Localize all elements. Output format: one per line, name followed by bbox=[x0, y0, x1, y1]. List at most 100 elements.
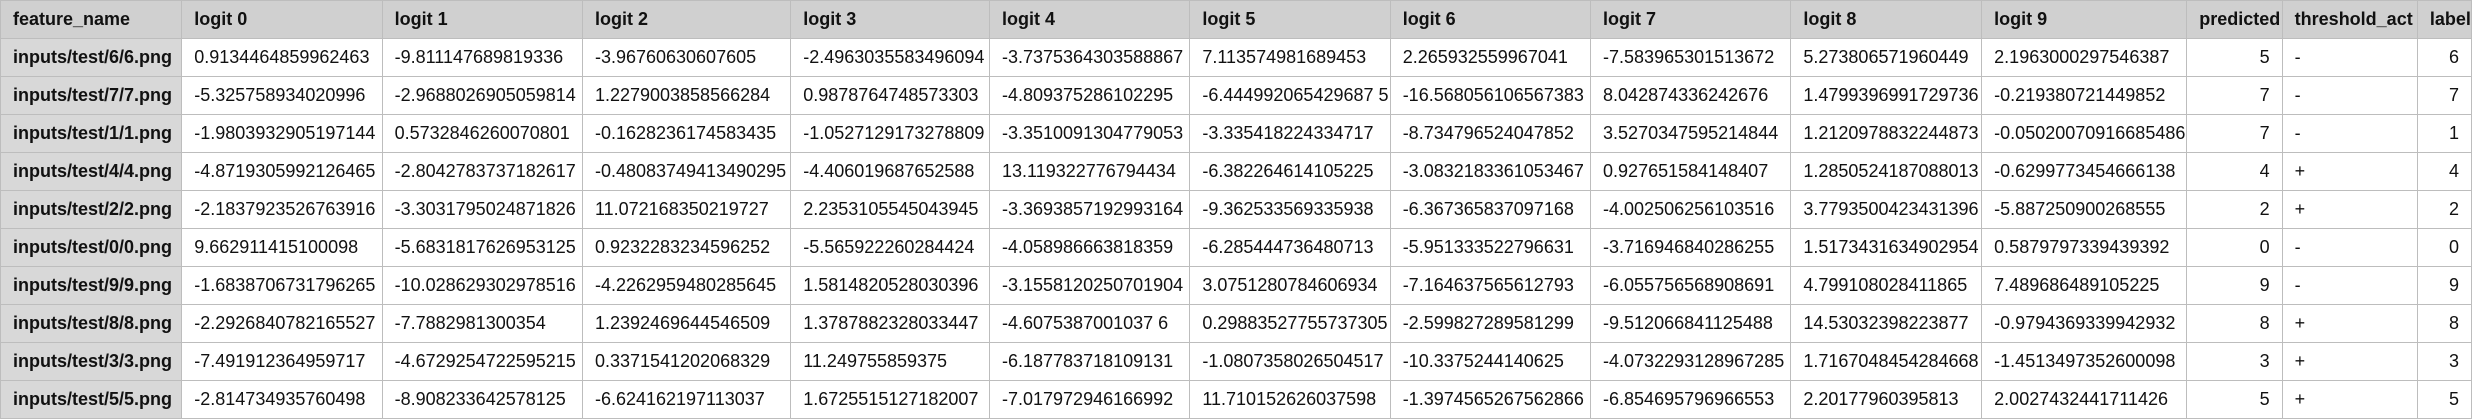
table-cell-logit-6[interactable]: -2.599827289581299 bbox=[1389, 304, 1592, 343]
table-row[interactable]: inputs/test/3/3.png -7.491912364959717 -4.… bbox=[0, 342, 2472, 381]
table-cell-logit-0[interactable]: -4.8719305992126465 bbox=[181, 152, 383, 191]
table-cell-logit-0[interactable]: 0.9134464859962463 bbox=[181, 38, 383, 77]
table-cell-threshold-act[interactable]: + bbox=[2281, 190, 2418, 229]
table-cell-logit-2[interactable]: 0.3371541202068329 bbox=[581, 342, 792, 381]
table-cell-logit-9[interactable]: -0.6299773454666138 bbox=[1981, 152, 2188, 191]
table-cell-logit-6[interactable]: 2.265932559967041 bbox=[1389, 38, 1592, 77]
table-cell-logit-0[interactable]: -1.9803932905197144 bbox=[181, 114, 383, 153]
column-header-threshold-act[interactable]: threshold_act bbox=[2281, 0, 2418, 39]
row-header-feature-name[interactable]: inputs/test/0/0.png bbox=[0, 228, 183, 267]
table-cell-threshold-act[interactable]: + bbox=[2281, 380, 2418, 419]
table-cell-logit-8[interactable]: 14.53032398223877 bbox=[1790, 304, 1983, 343]
table-cell-logit-4[interactable]: -6.187783718109131 bbox=[988, 342, 1191, 381]
table-cell-logit-6[interactable]: -1.3974565267562866 bbox=[1389, 380, 1592, 419]
table-cell-logit-3[interactable]: 2.2353105545043945 bbox=[790, 190, 990, 229]
table-cell-logit-0[interactable]: 9.662911415100098 bbox=[181, 228, 383, 267]
table-cell-logit-1[interactable]: -8.908233642578125 bbox=[381, 380, 583, 419]
table-cell-logit-4[interactable]: -4.809375286102295 bbox=[988, 76, 1191, 115]
row-header-feature-name[interactable]: inputs/test/9/9.png bbox=[0, 266, 183, 305]
table-cell-logit-6[interactable]: -8.734796524047852 bbox=[1389, 114, 1592, 153]
column-header-logit-1[interactable]: logit 1 bbox=[381, 0, 583, 39]
table-cell-logit-4[interactable]: -7.017972946166992 bbox=[988, 380, 1191, 419]
table-cell-logit-0[interactable]: -1.6838706731796265 bbox=[181, 266, 383, 305]
column-header-feature-name[interactable]: feature_name bbox=[0, 0, 183, 39]
table-cell-logit-4[interactable]: 13.119322776794434 bbox=[988, 152, 1191, 191]
column-header-logit-4[interactable]: logit 4 bbox=[988, 0, 1191, 39]
table-cell-logit-6[interactable]: -7.164637565612793 bbox=[1389, 266, 1592, 305]
column-header-logit-5[interactable]: logit 5 bbox=[1189, 0, 1391, 39]
table-cell-label[interactable]: 3 bbox=[2416, 342, 2472, 381]
table-cell-logit-9[interactable]: 0.5879797339439392 bbox=[1981, 228, 2188, 267]
table-cell-threshold-act[interactable]: + bbox=[2281, 304, 2418, 343]
table-cell-predicted[interactable]: 3 bbox=[2186, 342, 2283, 381]
table-cell-label[interactable]: 1 bbox=[2416, 114, 2472, 153]
table-row[interactable]: inputs/test/1/1.png -1.9803932905197144 0.… bbox=[0, 114, 2472, 153]
table-cell-logit-1[interactable]: -7.7882981300354 bbox=[381, 304, 583, 343]
table-cell-threshold-act[interactable]: + bbox=[2281, 152, 2418, 191]
table-row[interactable]: inputs/test/7/7.png -5.325758934020996 -2.… bbox=[0, 76, 2472, 115]
table-cell-logit-9[interactable]: 7.489686489105225 bbox=[1981, 266, 2188, 305]
table-cell-logit-2[interactable]: -4.2262959480285645 bbox=[581, 266, 792, 305]
table-cell-logit-7[interactable]: -4.002506256103516 bbox=[1590, 190, 1792, 229]
table-cell-logit-8[interactable]: 1.4799396991729736 bbox=[1790, 76, 1983, 115]
column-header-logit-9[interactable]: logit 9 bbox=[1981, 0, 2188, 39]
table-cell-logit-1[interactable]: -9.811147689819336 bbox=[381, 38, 583, 77]
table-cell-label[interactable]: 6 bbox=[2416, 38, 2472, 77]
table-cell-logit-5[interactable]: -6.382264614105225 bbox=[1189, 152, 1391, 191]
table-cell-logit-7[interactable]: -3.716946840286255 bbox=[1590, 228, 1792, 267]
table-cell-logit-2[interactable]: 0.9232283234596252 bbox=[581, 228, 792, 267]
table-cell-logit-7[interactable]: -6.055756568908691 bbox=[1590, 266, 1792, 305]
table-cell-predicted[interactable]: 0 bbox=[2186, 228, 2283, 267]
table-row[interactable]: inputs/test/8/8.png -2.2926840782165527 -7… bbox=[0, 304, 2472, 343]
table-cell-logit-5[interactable]: -9.362533569335938 bbox=[1189, 190, 1391, 229]
table-cell-logit-3[interactable]: -4.406019687652588 bbox=[790, 152, 990, 191]
table-cell-logit-8[interactable]: 3.7793500423431396 bbox=[1790, 190, 1983, 229]
table-cell-logit-2[interactable]: 1.2392469644546509 bbox=[581, 304, 792, 343]
table-cell-logit-8[interactable]: 1.5173431634902954 bbox=[1790, 228, 1983, 267]
table-cell-logit-2[interactable]: -6.624162197113037 bbox=[581, 380, 792, 419]
table-cell-logit-6[interactable]: -16.568056106567383 bbox=[1389, 76, 1592, 115]
table-cell-threshold-act[interactable]: + bbox=[2281, 342, 2418, 381]
table-cell-logit-8[interactable]: 5.273806571960449 bbox=[1790, 38, 1983, 77]
table-cell-logit-6[interactable]: -6.367365837097168 bbox=[1389, 190, 1592, 229]
table-cell-logit-5[interactable]: 3.0751280784606934 bbox=[1189, 266, 1391, 305]
table-cell-logit-4[interactable]: -4.058986663818359 bbox=[988, 228, 1191, 267]
table-row[interactable]: inputs/test/4/4.png -4.8719305992126465 -2… bbox=[0, 152, 2472, 191]
row-header-feature-name[interactable]: inputs/test/2/2.png bbox=[0, 190, 183, 229]
table-cell-label[interactable]: 5 bbox=[2416, 380, 2472, 419]
table-cell-logit-1[interactable]: -2.8042783737182617 bbox=[381, 152, 583, 191]
table-cell-logit-5[interactable]: -3.335418224334717 bbox=[1189, 114, 1391, 153]
table-cell-logit-1[interactable]: -2.9688026905059814 bbox=[381, 76, 583, 115]
table-cell-logit-2[interactable]: -3.96760630607605 bbox=[581, 38, 792, 77]
table-cell-logit-1[interactable]: -10.028629302978516 bbox=[381, 266, 583, 305]
table-cell-logit-9[interactable]: -5.887250900268555 bbox=[1981, 190, 2188, 229]
table-cell-logit-8[interactable]: 1.2850524187088013 bbox=[1790, 152, 1983, 191]
table-cell-threshold-act[interactable]: - bbox=[2281, 114, 2418, 153]
table-cell-logit-9[interactable]: 2.0027432441711426 bbox=[1981, 380, 2188, 419]
table-row[interactable]: inputs/test/9/9.png -1.6838706731796265 -1… bbox=[0, 266, 2472, 305]
table-cell-logit-5[interactable]: 11.710152626037598 bbox=[1189, 380, 1391, 419]
table-cell-threshold-act[interactable]: - bbox=[2281, 266, 2418, 305]
table-cell-logit-7[interactable]: -7.583965301513672 bbox=[1590, 38, 1792, 77]
table-cell-logit-4[interactable]: -4.6075387001037 6 bbox=[988, 304, 1191, 343]
column-header-predicted[interactable]: predicted bbox=[2186, 0, 2283, 39]
table-row[interactable]: inputs/test/5/5.png -2.814734935760498 -8.… bbox=[0, 380, 2472, 419]
table-cell-logit-3[interactable]: -1.0527129173278809 bbox=[790, 114, 990, 153]
table-cell-threshold-act[interactable]: - bbox=[2281, 38, 2418, 77]
table-cell-predicted[interactable]: 7 bbox=[2186, 76, 2283, 115]
table-cell-logit-5[interactable]: 0.29883527755737305 bbox=[1189, 304, 1391, 343]
table-row[interactable]: inputs/test/0/0.png 9.662911415100098 -5.6… bbox=[0, 228, 2472, 267]
table-cell-logit-7[interactable]: 0.927651584148407 bbox=[1590, 152, 1792, 191]
table-cell-logit-9[interactable]: -0.9794369339942932 bbox=[1981, 304, 2188, 343]
table-cell-logit-7[interactable]: 8.042874336242676 bbox=[1590, 76, 1792, 115]
column-header-logit-0[interactable]: logit 0 bbox=[181, 0, 383, 39]
table-cell-logit-7[interactable]: -9.512066841125488 bbox=[1590, 304, 1792, 343]
table-cell-logit-2[interactable]: 11.072168350219727 bbox=[581, 190, 792, 229]
table-cell-logit-5[interactable]: 7.113574981689453 bbox=[1189, 38, 1391, 77]
table-cell-predicted[interactable]: 4 bbox=[2186, 152, 2283, 191]
table-cell-label[interactable]: 0 bbox=[2416, 228, 2472, 267]
table-cell-predicted[interactable]: 9 bbox=[2186, 266, 2283, 305]
table-cell-logit-6[interactable]: -3.0832183361053467 bbox=[1389, 152, 1592, 191]
table-cell-logit-1[interactable]: -5.6831817626953125 bbox=[381, 228, 583, 267]
table-cell-logit-0[interactable]: -5.325758934020996 bbox=[181, 76, 383, 115]
